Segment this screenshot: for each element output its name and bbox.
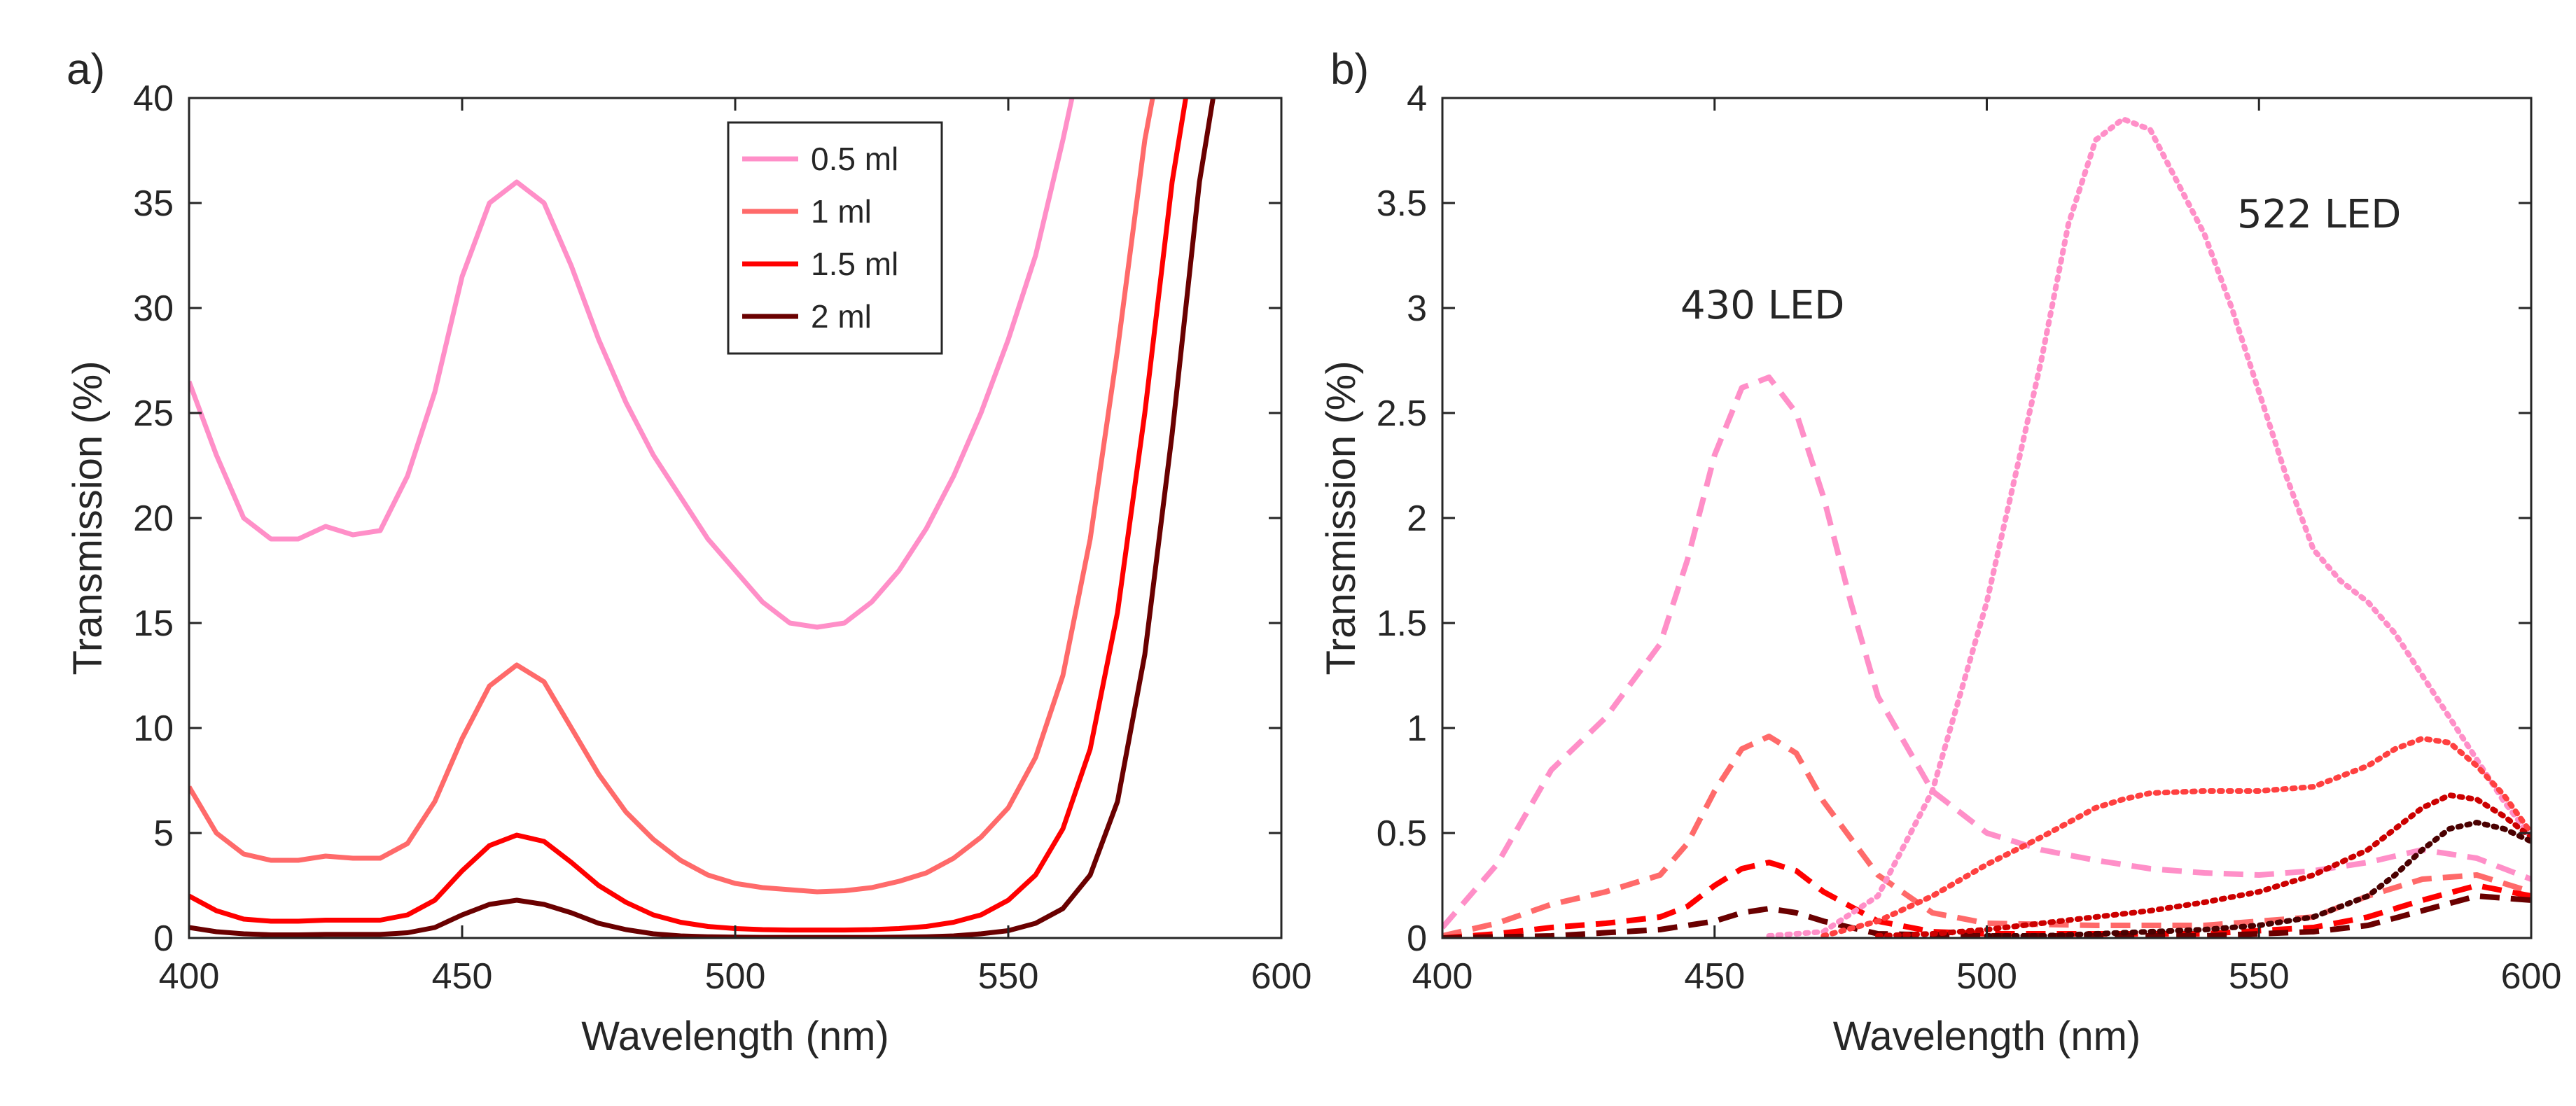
y-tick-label: 3 bbox=[1407, 288, 1427, 329]
y-axis-label: Transmission (%) bbox=[65, 360, 111, 675]
x-tick-label: 400 bbox=[1412, 956, 1473, 997]
y-tick-label: 15 bbox=[133, 603, 174, 644]
legend: 0.5 ml 1 ml 1.5 ml 2 ml bbox=[727, 121, 943, 355]
series-line-2 bbox=[1442, 860, 2531, 938]
y-tick-label: 0.5 bbox=[1377, 813, 1427, 854]
x-tick-label: 400 bbox=[159, 956, 220, 997]
y-tick-label: 20 bbox=[133, 498, 174, 539]
y-axis-label: Transmission (%) bbox=[1318, 360, 1364, 675]
legend-label-1: 1 ml bbox=[811, 193, 872, 230]
y-tick-label: 35 bbox=[133, 183, 174, 224]
x-tick-label: 450 bbox=[1684, 956, 1745, 997]
panel-label: a) bbox=[67, 46, 105, 94]
legend-label-2: 1.5 ml bbox=[811, 246, 898, 282]
y-tick-label: 5 bbox=[153, 813, 174, 854]
x-tick-label: 600 bbox=[1251, 956, 1312, 997]
series-group bbox=[1442, 116, 2531, 938]
series-group bbox=[189, 98, 1216, 938]
series-line-1 bbox=[189, 98, 1155, 895]
x-tick-label: 450 bbox=[432, 956, 493, 997]
series-line-5 bbox=[1820, 736, 2531, 938]
x-tick-label: 500 bbox=[1956, 956, 2017, 997]
series-line-4 bbox=[1766, 116, 2531, 938]
x-tick-label: 500 bbox=[705, 956, 766, 997]
y-tick-label: 0 bbox=[153, 918, 174, 959]
x-axis-label: Wavelength (nm) bbox=[1833, 1014, 2140, 1059]
panel-a: a) 400 450 500 550 600 0 5 10 15 20 25 30 35 40 Wavelen… bbox=[65, 46, 1312, 1059]
y-tick-label: 2 bbox=[1407, 498, 1427, 539]
y-tick-label: 4 bbox=[1407, 78, 1427, 119]
legend-label-0: 0.5 ml bbox=[811, 141, 898, 177]
series-line-6 bbox=[1875, 792, 2531, 938]
series-line-0 bbox=[189, 98, 1075, 630]
panel-b: b) 400 450 500 550 600 0 0.5 1 1.5 2 2.5 3 3.5 4 Wavele… bbox=[1318, 46, 2561, 1059]
y-tick-label: 10 bbox=[133, 708, 174, 749]
annotation-0: 430 LED bbox=[1680, 283, 1844, 328]
y-tick-label: 2.5 bbox=[1377, 393, 1427, 434]
x-tick-label: 550 bbox=[978, 956, 1039, 997]
y-tick-label: 0 bbox=[1407, 918, 1427, 959]
x-tick-label: 600 bbox=[2501, 956, 2562, 997]
series-line-2 bbox=[189, 98, 1189, 933]
series-line-1 bbox=[1442, 734, 2531, 938]
y-tick-label: 1.5 bbox=[1377, 603, 1427, 644]
x-tick-label: 550 bbox=[2229, 956, 2290, 997]
annotation-1: 522 LED bbox=[2237, 192, 2401, 237]
y-tick-label: 3.5 bbox=[1377, 183, 1427, 224]
series-line-3 bbox=[189, 98, 1216, 938]
y-tick-label: 25 bbox=[133, 393, 174, 434]
y-tick-label: 30 bbox=[133, 288, 174, 329]
panel-label: b) bbox=[1330, 46, 1369, 94]
series-line-7 bbox=[1984, 820, 2531, 938]
legend-label-3: 2 ml bbox=[811, 298, 872, 335]
y-tick-label: 40 bbox=[133, 78, 174, 119]
series-line-0 bbox=[1442, 374, 2531, 930]
x-axis-label: Wavelength (nm) bbox=[581, 1014, 889, 1059]
y-tick-label: 1 bbox=[1407, 708, 1427, 749]
